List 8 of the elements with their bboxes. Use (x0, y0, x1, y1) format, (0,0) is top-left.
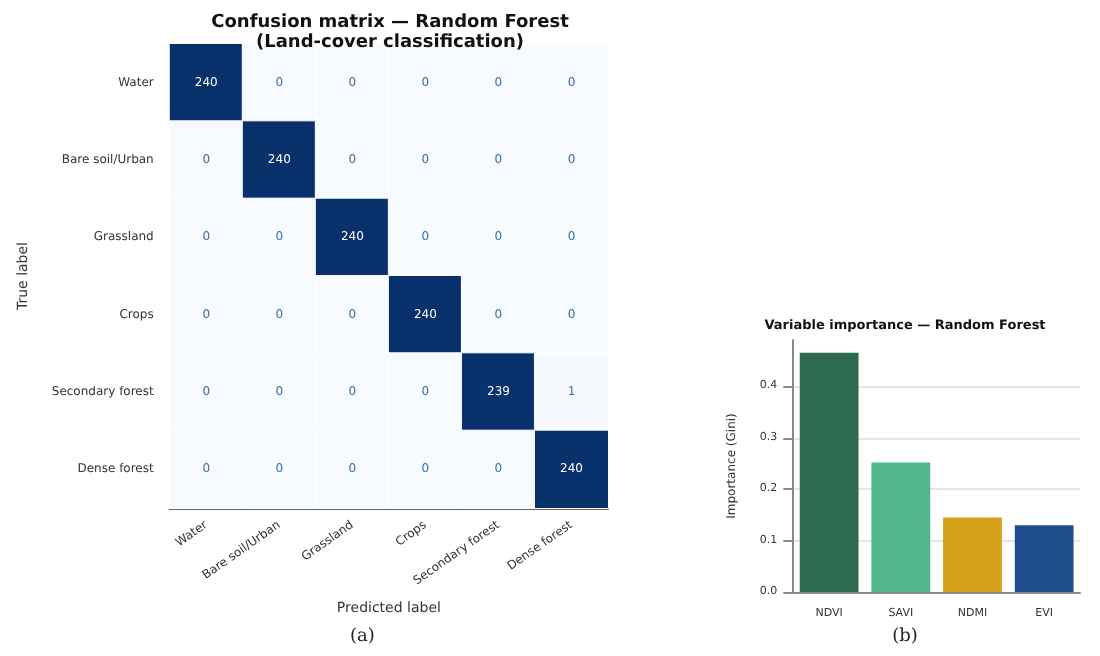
text: (a) (350, 627, 375, 647)
text: (b) (892, 627, 918, 647)
bar (799, 352, 859, 592)
chart-subtitle: (Land-cover classification) (255, 33, 525, 53)
chart-title: Confusion matrix — Random Forest (211, 13, 571, 33)
bar (871, 462, 931, 592)
bar (943, 517, 1002, 592)
bar (1014, 525, 1074, 592)
